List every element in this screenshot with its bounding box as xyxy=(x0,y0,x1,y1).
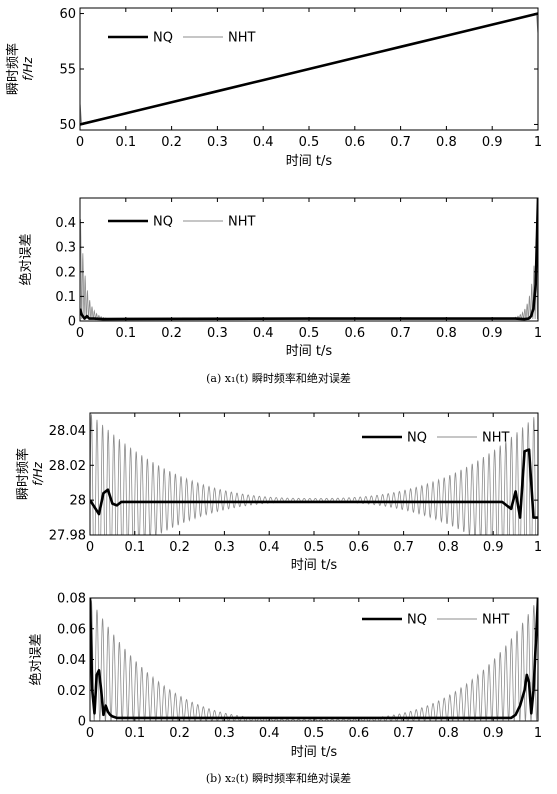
x-tick-label: 0.1 xyxy=(124,540,145,555)
x-tick-label: 0.9 xyxy=(482,135,503,150)
x-tick-label: 1 xyxy=(534,540,542,555)
legend-nq-label: NQ xyxy=(153,215,173,230)
y-tick-label: 0.08 xyxy=(57,592,86,607)
y-tick-label: 60 xyxy=(59,7,76,22)
legend-nq-label: NQ xyxy=(153,31,173,46)
x-tick-label: 0.6 xyxy=(344,326,365,341)
y-tick-label: 55 xyxy=(59,63,76,78)
plot-frame xyxy=(89,412,539,536)
x-tick-label: 0.2 xyxy=(161,135,182,150)
x-tick-label: 0.3 xyxy=(214,726,235,741)
x-tick-label: 0.3 xyxy=(207,135,228,150)
x-tick-label: 0.4 xyxy=(259,726,280,741)
x-axis-label: 时间 t/s xyxy=(291,558,338,573)
y-tick-label: 0.02 xyxy=(57,684,86,699)
x-tick-label: 0.3 xyxy=(214,540,235,555)
x-tick-label: 0.9 xyxy=(483,540,504,555)
y-tick-label: 28.02 xyxy=(49,459,86,474)
y-tick-label: 0 xyxy=(78,715,86,730)
x-tick-label: 0.5 xyxy=(299,135,320,150)
y-axis-label: 瞬时频率 xyxy=(5,43,21,95)
y-axis-label: 绝对误差 xyxy=(18,233,34,285)
x-tick-label: 0.6 xyxy=(344,135,365,150)
caption-b: (b) x₂(t) 瞬时频率和绝对误差 xyxy=(205,772,352,785)
series-nq-line xyxy=(80,12,538,126)
x-tick-label: 0.7 xyxy=(390,326,411,341)
legend-nht-label: NHT xyxy=(228,215,256,230)
legend-nq-label: NQ xyxy=(407,431,427,446)
y-tick-label: 28.04 xyxy=(49,424,86,439)
series-nht-line xyxy=(80,219,538,321)
y-tick-label: 0.04 xyxy=(57,653,86,668)
x-tick-label: 1 xyxy=(534,135,542,150)
y-axis-unit: f/Hz xyxy=(31,462,45,486)
legend-nht-label: NHT xyxy=(482,431,510,446)
x-tick-label: 0.4 xyxy=(253,326,274,341)
x-tick-label: 0.9 xyxy=(483,726,504,741)
x-axis-label: 时间 t/s xyxy=(286,154,333,169)
x-tick-label: 0 xyxy=(86,540,94,555)
x-tick-label: 0.5 xyxy=(304,726,325,741)
x-tick-label: 0.5 xyxy=(304,540,325,555)
x-axis-label: 时间 t/s xyxy=(286,344,333,359)
x-tick-label: 0.4 xyxy=(259,540,280,555)
x-tick-label: 0.6 xyxy=(348,726,369,741)
x-axis-label: 时间 t/s xyxy=(291,745,338,760)
series-nq-line xyxy=(90,598,538,720)
x-tick-label: 0.1 xyxy=(115,326,136,341)
series-nq-line xyxy=(90,448,538,519)
y-axis-unit: f/Hz xyxy=(21,57,35,81)
y-tick-label: 0.3 xyxy=(55,241,76,256)
y-tick-label: 27.98 xyxy=(49,529,86,544)
y-tick-label: 0.4 xyxy=(55,216,76,231)
x-tick-label: 1 xyxy=(534,726,542,741)
x-tick-label: 0.2 xyxy=(169,540,190,555)
x-tick-label: 0.7 xyxy=(393,540,414,555)
x-tick-label: 0.8 xyxy=(436,326,457,341)
x-tick-label: 0.4 xyxy=(253,135,274,150)
x-tick-label: 0.9 xyxy=(482,326,503,341)
x-tick-label: 0.8 xyxy=(438,540,459,555)
legend-nht-label: NHT xyxy=(228,31,256,46)
x-tick-label: 0.6 xyxy=(348,540,369,555)
y-tick-label: 28 xyxy=(69,494,86,509)
y-axis-label: 瞬时频率 xyxy=(15,448,31,500)
x-tick-label: 0.8 xyxy=(436,135,457,150)
y-tick-label: 50 xyxy=(59,118,76,133)
y-tick-label: 0 xyxy=(68,315,76,330)
series-nq-line xyxy=(80,198,538,321)
series-nht-line xyxy=(90,414,538,535)
x-tick-label: 0.2 xyxy=(169,726,190,741)
x-tick-label: 0 xyxy=(76,326,84,341)
y-tick-label: 0.1 xyxy=(55,290,76,305)
caption-a: (a) x₁(t) 瞬时频率和绝对误差 xyxy=(206,372,351,385)
x-tick-label: 0.7 xyxy=(393,726,414,741)
y-axis-label: 绝对误差 xyxy=(28,633,44,685)
x-tick-label: 0 xyxy=(76,135,84,150)
x-tick-label: 0.3 xyxy=(207,326,228,341)
x-tick-label: 0.2 xyxy=(161,326,182,341)
legend-nht-label: NHT xyxy=(482,613,510,628)
x-tick-label: 1 xyxy=(534,326,542,341)
x-tick-label: 0.1 xyxy=(115,135,136,150)
y-tick-label: 0.2 xyxy=(55,265,76,280)
x-tick-label: 0.1 xyxy=(124,726,145,741)
plot-frame xyxy=(79,197,539,322)
series-nht-line xyxy=(90,600,538,721)
x-tick-label: 0.8 xyxy=(438,726,459,741)
legend-nq-label: NQ xyxy=(407,613,427,628)
x-tick-label: 0.5 xyxy=(299,326,320,341)
y-tick-label: 0.06 xyxy=(57,622,86,637)
x-tick-label: 0.7 xyxy=(390,135,411,150)
x-tick-label: 0 xyxy=(86,726,94,741)
